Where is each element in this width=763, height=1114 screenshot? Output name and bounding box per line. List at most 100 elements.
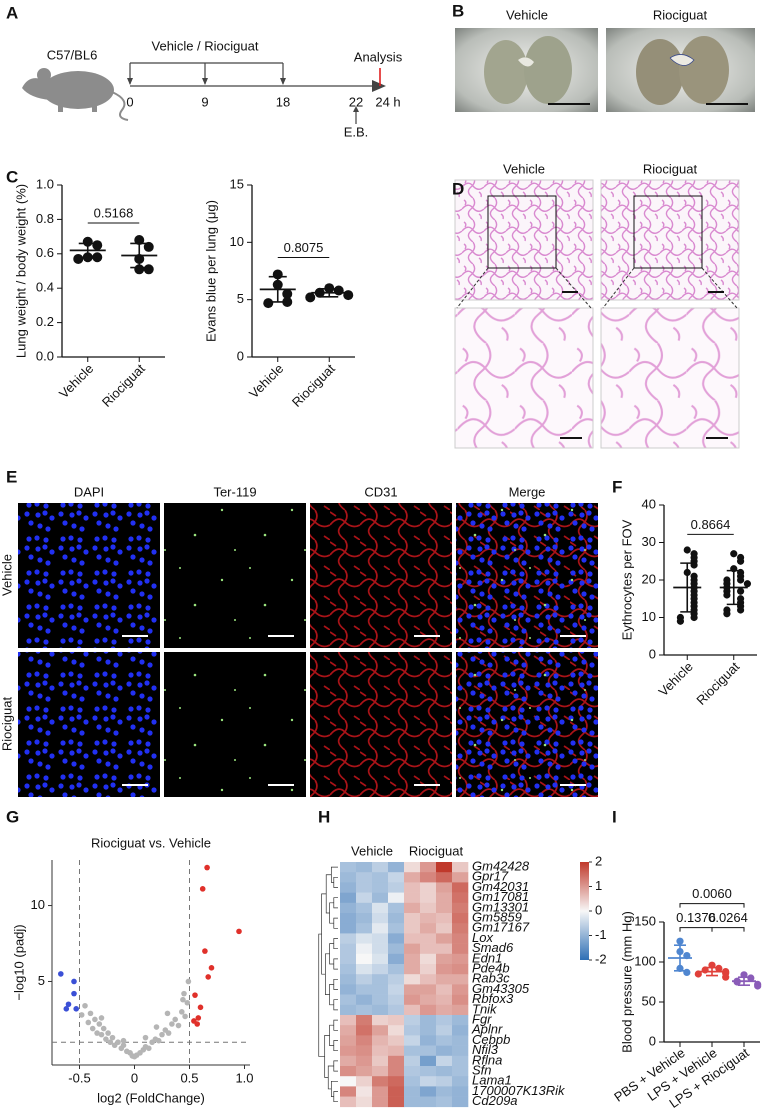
y-tick-label: 0.2 <box>36 314 54 329</box>
row-label: Gm17081 <box>472 889 529 904</box>
data-point <box>199 886 206 892</box>
heatmap-cell <box>452 1076 469 1087</box>
heatmap-cell <box>436 933 453 944</box>
heatmap-cell <box>452 1015 469 1026</box>
heatmap-cell <box>452 994 469 1006</box>
panel-letter: A <box>6 3 18 22</box>
data-point <box>195 1015 202 1021</box>
heatmap-cell <box>404 994 421 1006</box>
data-point <box>236 928 242 935</box>
heatmap-cell <box>340 862 357 873</box>
heatmap-cell <box>388 1004 405 1016</box>
heatmap-cell <box>340 913 357 924</box>
error-bar <box>738 976 750 986</box>
heatmap-cell <box>372 862 389 873</box>
error-bar <box>706 966 718 977</box>
dendrogram-branch <box>325 874 332 914</box>
heatmap-cell <box>420 1086 437 1097</box>
data-point <box>87 1010 94 1017</box>
tracer-label: E.B. <box>344 124 369 139</box>
data-point <box>78 1012 85 1018</box>
fluorescence-channel <box>18 503 160 648</box>
heatmap-cell <box>452 964 469 975</box>
heatmap-cell <box>372 872 389 883</box>
heatmap-cell <box>420 872 437 883</box>
heatmap-cell <box>436 1066 453 1077</box>
column-header: Riociguat <box>643 161 698 176</box>
y-tick-label: 1.0 <box>36 176 54 191</box>
data-point <box>100 1025 107 1032</box>
heatmap-cell <box>372 923 389 934</box>
dendrogram-branch <box>329 984 334 1006</box>
heatmap-cell <box>356 964 373 975</box>
heatmap-cell <box>420 1096 437 1108</box>
heatmap-cell <box>404 964 421 975</box>
dendrogram-branch <box>329 1024 334 1046</box>
heatmap-cell <box>372 1055 389 1067</box>
data-point <box>736 576 745 584</box>
data-point <box>723 591 731 599</box>
data-point <box>65 1001 72 1008</box>
row-label: Edn1 <box>472 950 502 965</box>
y-tick-label: 0 <box>649 1033 656 1048</box>
dendrogram-branch <box>333 917 338 929</box>
data-point <box>182 1013 188 1020</box>
y-tick-label: 10 <box>642 609 656 624</box>
data-point <box>92 1016 98 1023</box>
data-point <box>736 606 745 614</box>
heatmap-cell <box>356 1055 373 1067</box>
y-tick-label: 50 <box>642 993 656 1008</box>
heatmap-cell <box>436 1045 453 1057</box>
heatmap-cell <box>436 1055 453 1067</box>
dendrogram-branch <box>333 1060 338 1072</box>
y-axis-label: Eythrocytes per FOV <box>619 519 634 640</box>
x-tick-label: Vehicle <box>656 659 696 699</box>
data-point <box>197 1004 204 1011</box>
heatmap-cell <box>340 1015 357 1026</box>
heatmap-cell <box>436 892 453 904</box>
heatmap-cell <box>436 964 453 975</box>
heatmap-cell <box>340 1076 357 1087</box>
data-point <box>120 1037 127 1044</box>
heatmap-cell <box>436 1015 453 1026</box>
comparison-bracket <box>679 903 745 908</box>
heatmap-cell <box>388 872 405 883</box>
heatmap-cell <box>436 902 453 914</box>
data-point <box>134 235 145 246</box>
row-label: Gm42031 <box>472 879 529 894</box>
x-tick-label: Vehicle <box>56 361 96 401</box>
heatmap-cell <box>420 1055 437 1067</box>
row-label: Pde4b <box>472 961 510 976</box>
y-tick-label: 0.0 <box>36 348 54 363</box>
data-point <box>98 1015 105 1021</box>
heatmap-cell <box>452 1004 469 1016</box>
x-tick-label: Vehicle <box>246 361 286 401</box>
data-point <box>343 290 354 301</box>
data-point <box>96 1021 103 1027</box>
heatmap-cell <box>340 882 357 893</box>
data-point <box>205 974 211 980</box>
dendrogram-branch <box>333 999 338 1011</box>
p-value: 0.8075 <box>284 240 324 255</box>
endpoint-label: Analysis <box>354 49 403 64</box>
y-tick-label: 5 <box>38 973 45 988</box>
fluorescence-channel <box>164 503 306 648</box>
heatmap-cell <box>436 1004 453 1016</box>
data-point <box>115 1039 121 1046</box>
p-value: 0.0060 <box>692 886 732 901</box>
heatmap-cell <box>404 892 421 904</box>
heatmap-cell <box>340 1004 357 1016</box>
row-label: 1700007K13Rik <box>472 1083 566 1098</box>
data-point <box>747 974 755 982</box>
heatmap-cell <box>356 933 373 944</box>
heatmap-cell <box>404 882 421 893</box>
heatmap-cell <box>388 984 405 995</box>
data-point <box>184 999 191 1006</box>
data-point <box>165 1030 172 1036</box>
heatmap-cell <box>452 923 469 934</box>
heatmap-cell <box>340 1025 357 1036</box>
heatmap-cell <box>420 943 437 955</box>
fluorescence-channel <box>164 652 306 797</box>
data-point <box>185 978 192 985</box>
heatmap-cell <box>356 882 373 893</box>
